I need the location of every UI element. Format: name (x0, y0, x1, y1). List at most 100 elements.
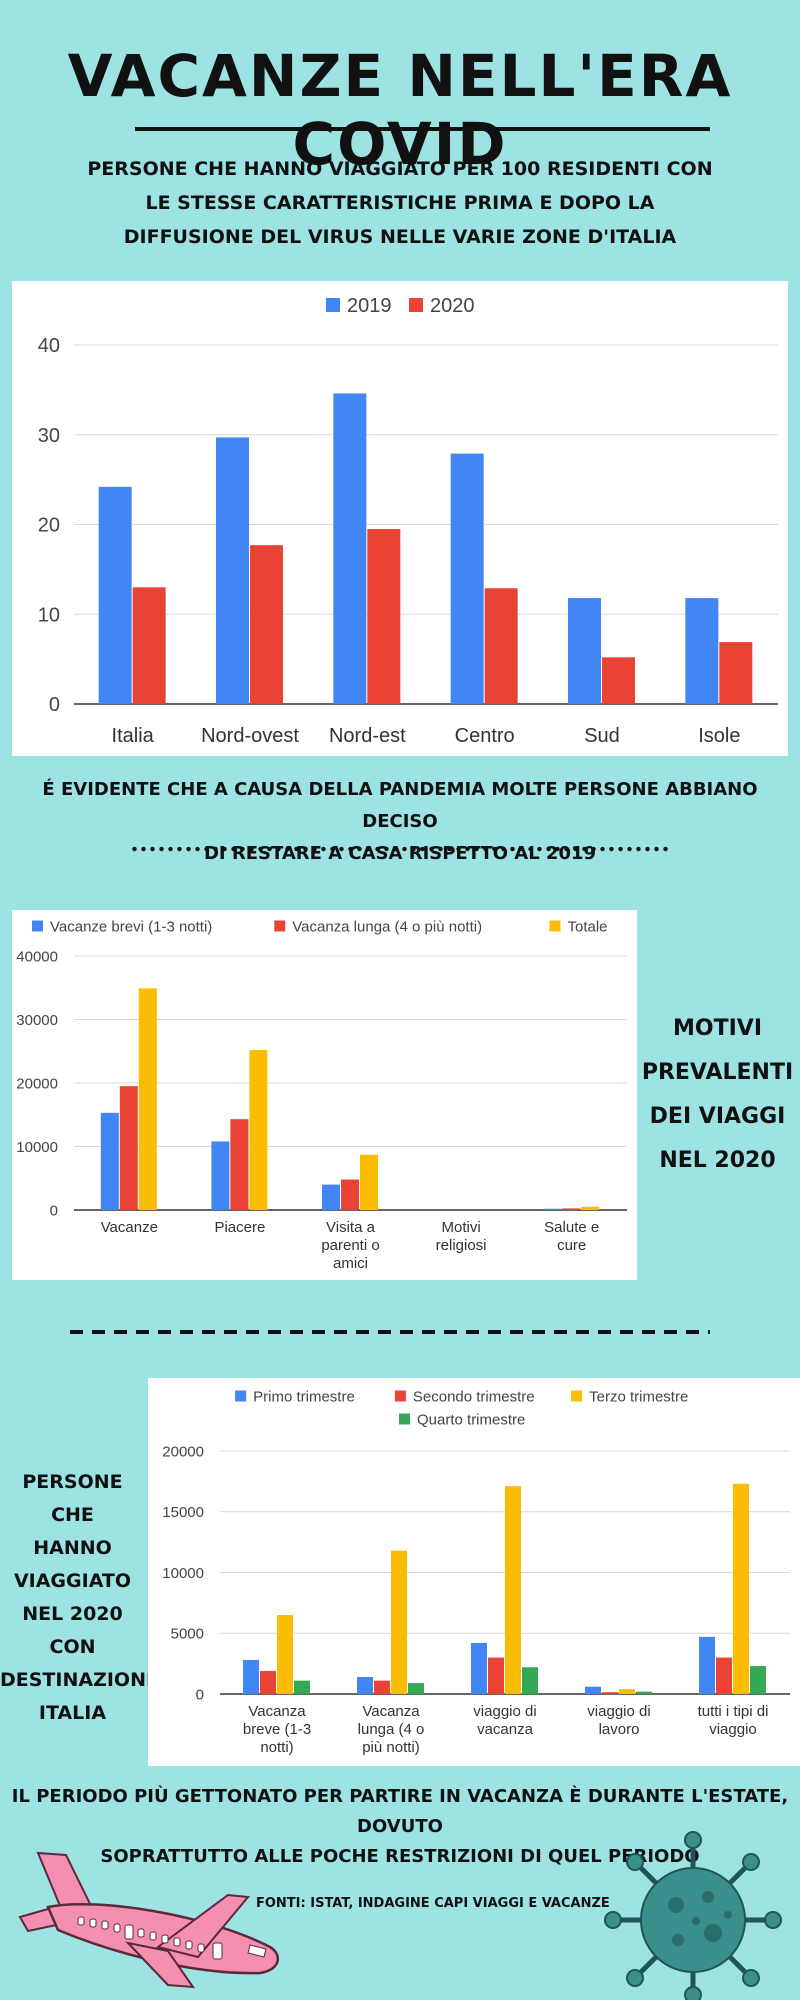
bar-2020 (250, 545, 283, 704)
bar-vacanze-brevi-1-3-notti- (100, 1112, 119, 1210)
bar-vacanze-brevi-1-3-notti- (543, 1208, 562, 1210)
x-category-label: Sud (584, 725, 620, 747)
legend-label: Quarto trimestre (417, 1411, 525, 1428)
bar-terzo-trimestre (391, 1550, 407, 1694)
x-category-label: Vacanza breve (1-3 notti) (243, 1703, 311, 1756)
bar-vacanze-brevi-1-3-notti- (322, 1184, 340, 1210)
bar-secondo-trimestre (602, 1692, 618, 1694)
bar-secondo-trimestre (374, 1680, 390, 1694)
bar-secondo-trimestre (260, 1670, 276, 1694)
legend-label: Totale (568, 918, 608, 935)
bar-quarto-trimestre (636, 1691, 652, 1694)
x-category-label: Centro (455, 725, 515, 747)
persone-line: DESTINAZIONE (0, 1669, 159, 1691)
legend-label: Vacanza lunga (4 o più notti) (292, 918, 482, 935)
bar-vacanza-lunga-4-o-pi-notti- (341, 1179, 359, 1210)
summer-line: SOPRATTUTTO ALLE POCHE RESTRIZIONI DI QU… (100, 1846, 700, 1867)
bar-2019 (568, 598, 601, 704)
bar-quarto-trimestre (408, 1683, 424, 1694)
bar-vacanza-lunga-4-o-pi-notti- (230, 1119, 249, 1210)
bar-primo-trimestre (585, 1686, 601, 1694)
bar-primo-trimestre (699, 1636, 715, 1694)
x-category-label: Vacanza lunga (4 o più notti) (358, 1703, 425, 1756)
reasons-bar-chart: 0 10000 20000 30000 40000 Vacanze Piacere Visit… (16, 918, 627, 1272)
bar-2019 (216, 437, 249, 704)
bar-secondo-trimestre (716, 1657, 732, 1694)
x-category-label: Nord-ovest (201, 725, 299, 747)
subtitle-line: LE STESSE CARATTERISTICHE PRIMA E DOPO L… (145, 192, 655, 214)
motivi-line: MOTIVI (673, 1016, 762, 1041)
airplane-illustration (18, 1851, 280, 1989)
chart-card-regions: 0 10 20 30 40 Italia Nord-ovest Nord-est Centro S… (12, 281, 788, 756)
legend-swatch (549, 920, 561, 932)
y-tick-label: 30000 (16, 1012, 58, 1029)
y-tick-label: 20000 (16, 1075, 58, 1092)
legend-label: Primo trimestre (253, 1388, 355, 1405)
bar-terzo-trimestre (505, 1486, 521, 1694)
persone-line: ITALIA (38, 1702, 107, 1724)
y-tick-label: 10000 (16, 1139, 58, 1156)
y-tick-label: 10 (38, 604, 60, 626)
bar-2020 (367, 528, 401, 704)
bar-totale (138, 988, 157, 1210)
chart-card-quarters: 0 5000 10000 15000 20000 Vacanza breve (1-3 not… (148, 1378, 800, 1766)
bar-2019 (450, 453, 484, 704)
persone-label: PERSONE CHE HANNO VIAGGIATO NEL 2020 CON… (0, 1466, 159, 1730)
bar-totale (249, 1049, 268, 1210)
motivi-label: MOTIVI PREVALENTI DEI VIAGGI NEL 2020 (635, 1007, 800, 1183)
x-category-label: viaggio di vacanza (473, 1703, 536, 1738)
persone-line: PERSONE CHE (22, 1471, 123, 1526)
bar-terzo-trimestre (733, 1483, 749, 1694)
bar-vacanze-brevi-1-3-notti- (211, 1141, 230, 1210)
legend-label: Terzo trimestre (589, 1388, 688, 1405)
page-title: VACANZE NELL'ERA COVID (67, 42, 733, 178)
quarters-bar-chart: 0 5000 10000 15000 20000 Vacanza breve (1-3 not… (162, 1388, 790, 1756)
pandemic-note: É EVIDENTE CHE A CAUSA DELLA PANDEMIA MO… (10, 774, 790, 870)
virus-illustration (604, 1831, 782, 2000)
title-underline (135, 127, 710, 131)
y-tick-label: 30 (38, 425, 60, 447)
legend-label: 2020 (430, 295, 475, 317)
y-tick-label: 20 (38, 515, 60, 537)
source-note: FONTI: ISTAT, INDAGINE CAPI VIAGGI E VAC… (256, 1896, 610, 1911)
y-tick-label: 40000 (16, 948, 58, 965)
legend-swatch (274, 920, 286, 932)
x-category-label: tutti i tipi di viaggio (698, 1703, 769, 1738)
bar-2019 (98, 486, 132, 704)
y-tick-label: 0 (50, 1202, 58, 1219)
bar-quarto-trimestre (750, 1666, 766, 1694)
bar-quarto-trimestre (294, 1680, 310, 1694)
note-line: DI RESTARE A CASA RISPETTO AL 2019 (203, 843, 597, 864)
bar-vacanza-lunga-4-o-pi-notti- (562, 1208, 581, 1210)
bar-totale (360, 1154, 378, 1210)
bar-vacanza-lunga-4-o-pi-notti- (119, 1086, 138, 1210)
subtitle-line: PERSONE CHE HANNO VIAGGIATO PER 100 RESI… (87, 158, 713, 180)
bar-2019 (685, 598, 719, 704)
legend-swatch (571, 1390, 583, 1402)
y-tick-label: 10000 (162, 1565, 204, 1582)
x-category-label: Italia (112, 725, 155, 747)
x-category-label: Nord-est (329, 725, 406, 747)
dashed-divider (70, 1330, 710, 1334)
motivi-line: PREVALENTI (641, 1060, 794, 1085)
bar-2020 (602, 657, 635, 704)
x-category-label: Isole (698, 725, 740, 747)
summer-note: IL PERIODO PIÙ GETTONATO PER PARTIRE IN … (10, 1782, 790, 1872)
bar-2019 (333, 393, 367, 704)
x-category-label: Vacanze (101, 1219, 158, 1236)
bar-totale (581, 1206, 600, 1210)
y-tick-label: 0 (49, 694, 60, 716)
y-tick-label: 20000 (162, 1443, 204, 1460)
motivi-line: NEL 2020 (659, 1148, 776, 1173)
legend-label: Secondo trimestre (413, 1388, 535, 1405)
legend-label: 2019 (347, 295, 392, 317)
x-category-label: Salute e cure (544, 1219, 599, 1254)
bar-primo-trimestre (471, 1642, 487, 1694)
note-line: É EVIDENTE CHE A CAUSA DELLA PANDEMIA MO… (42, 779, 758, 832)
persone-line: NEL 2020 CON (22, 1603, 123, 1658)
bar-terzo-trimestre (277, 1615, 293, 1694)
page-subtitle: PERSONE CHE HANNO VIAGGIATO PER 100 RESI… (60, 152, 740, 254)
dotted-divider (130, 846, 670, 852)
regions-bar-chart: 0 10 20 30 40 Italia Nord-ovest Nord-est Centro S… (38, 295, 778, 747)
bar-2020 (132, 587, 166, 704)
